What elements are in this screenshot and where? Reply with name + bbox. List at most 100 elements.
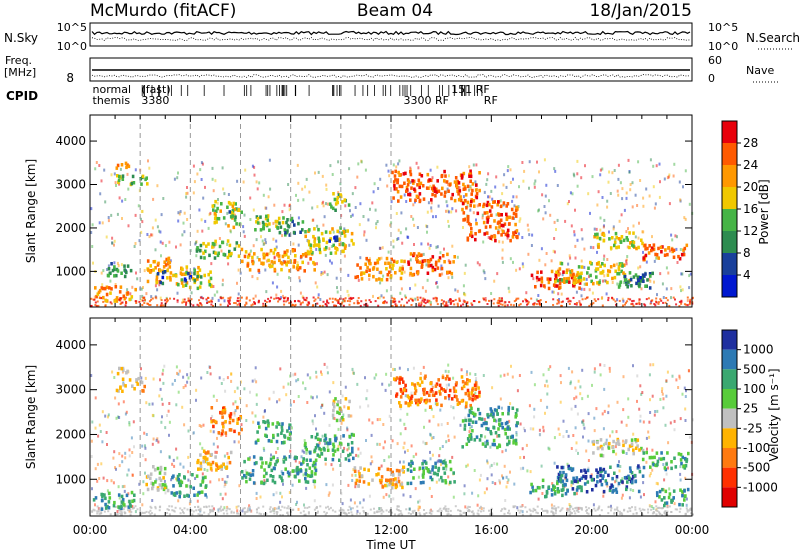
data-cell	[398, 266, 402, 271]
data-cell	[512, 232, 516, 237]
ground-cell	[174, 506, 177, 509]
noise-cell	[521, 161, 524, 164]
data-cell	[431, 265, 435, 270]
data-cell	[280, 428, 284, 433]
data-cell	[269, 474, 272, 478]
noise-cell	[538, 428, 541, 432]
ground-cell	[382, 301, 385, 304]
noise-cell	[258, 271, 261, 274]
noise-cell	[533, 182, 536, 186]
data-cell	[409, 169, 412, 174]
ground-cell	[102, 300, 105, 303]
ground-cell	[248, 299, 251, 302]
ground-cell	[218, 507, 221, 510]
noise-cell	[159, 387, 162, 391]
noise-cell	[602, 494, 605, 498]
data-cell	[107, 500, 111, 504]
noise-cell	[144, 458, 147, 462]
data-cell	[230, 211, 233, 215]
data-cell	[409, 271, 412, 276]
noise-cell	[654, 500, 657, 504]
noise-cell	[118, 464, 121, 468]
noise-cell	[517, 205, 520, 209]
data-cell	[636, 275, 640, 280]
ground-cell	[334, 304, 337, 307]
noise-cell	[617, 177, 620, 181]
ground-cell	[555, 507, 558, 510]
noise-cell	[344, 204, 347, 208]
noise-cell	[587, 466, 590, 470]
data-cell	[468, 172, 471, 177]
noise-cell	[509, 168, 512, 172]
data-cell	[433, 186, 436, 190]
noise-cell	[351, 367, 354, 371]
ground-cell	[347, 509, 350, 512]
noise-cell	[183, 423, 186, 427]
ground-cell	[93, 509, 96, 512]
ground-cell	[166, 512, 169, 514]
data-cell	[251, 261, 255, 266]
data-cell	[278, 474, 282, 479]
ground-cell	[570, 512, 573, 514]
data-cell	[507, 408, 510, 412]
data-cell	[648, 286, 652, 290]
ground-cell	[440, 510, 443, 512]
ground-cell	[477, 513, 480, 516]
noise-cell	[252, 420, 255, 424]
noise-cell	[611, 281, 614, 284]
data-cell	[222, 462, 225, 467]
data-cell	[628, 245, 631, 250]
ground-cell	[561, 507, 564, 510]
data-cell	[359, 466, 362, 470]
noise-cell	[227, 193, 230, 196]
data-cell	[637, 245, 640, 250]
noise-cell	[500, 228, 503, 232]
noise-cell	[107, 413, 110, 417]
data-cell	[627, 280, 630, 284]
data-cell	[489, 431, 493, 436]
ground-cell	[200, 304, 203, 307]
noise-cell	[161, 372, 164, 376]
data-cell	[216, 206, 219, 211]
noise-cell	[148, 402, 151, 406]
data-cell	[456, 189, 459, 193]
noise-cell	[226, 452, 229, 456]
noise-cell	[215, 399, 218, 402]
noise-cell	[444, 369, 447, 373]
ground-cell	[257, 299, 260, 302]
ground-cell	[181, 301, 184, 304]
noise-cell	[156, 288, 159, 292]
noise-cell	[459, 423, 462, 427]
ground-cell	[98, 512, 101, 515]
noise-cell	[329, 164, 332, 168]
noise-cell	[301, 449, 304, 453]
data-cell	[397, 199, 400, 203]
data-cell	[213, 256, 217, 260]
data-cell	[275, 425, 278, 429]
ground-cell	[420, 301, 423, 304]
data-cell	[324, 433, 327, 438]
data-cell	[492, 200, 495, 204]
data-cell	[444, 174, 447, 178]
noise-cell	[182, 375, 185, 379]
noise-cell	[570, 224, 573, 228]
noise-cell	[521, 262, 524, 266]
ground-cell	[334, 298, 337, 301]
data-cell	[213, 220, 217, 225]
data-cell	[310, 470, 314, 474]
data-cell	[341, 418, 345, 422]
ground-cell	[328, 508, 331, 511]
noise-cell	[395, 165, 398, 169]
data-cell	[652, 243, 656, 247]
data-cell	[667, 246, 671, 250]
data-cell	[600, 469, 604, 473]
noise-cell	[181, 233, 184, 237]
data-cell	[199, 453, 202, 457]
data-cell	[395, 187, 398, 191]
noise-cell	[655, 164, 658, 168]
data-cell	[220, 464, 223, 468]
noise-cell	[454, 288, 457, 292]
noise-cell	[107, 264, 110, 268]
noise-cell	[667, 466, 669, 470]
noise-cell	[371, 201, 374, 205]
